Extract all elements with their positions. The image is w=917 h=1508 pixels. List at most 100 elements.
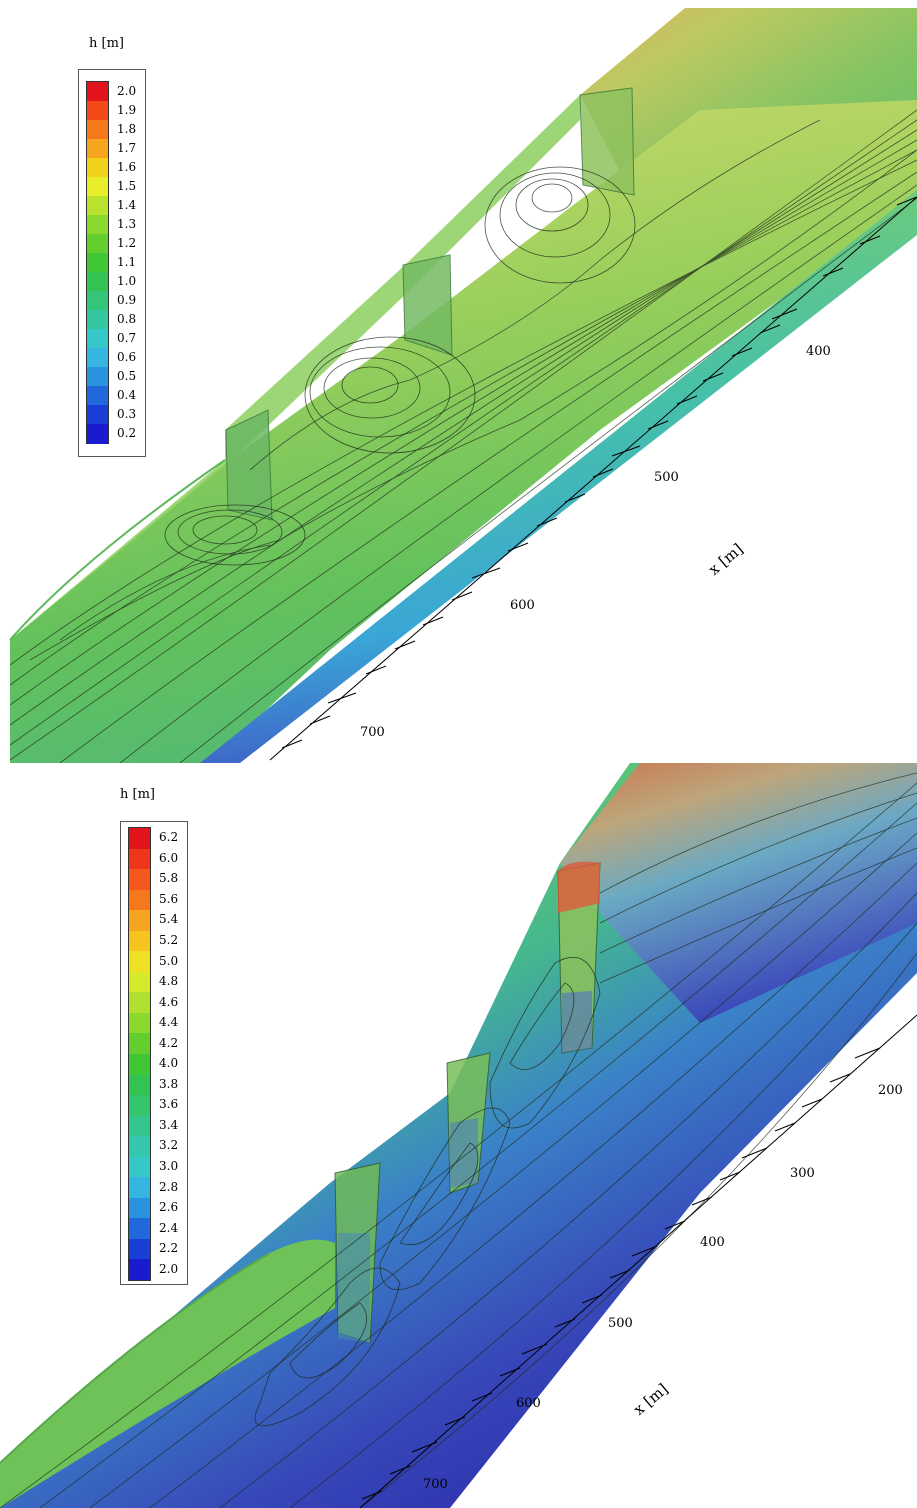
top-flow-panel: h [m] 2.0 1.9 1.8 1.7 1.6 1.5 1.4 1.3 1.2 1.1 1.0 0… [9,8,917,763]
legend-swatch [129,1177,150,1199]
legend-label: 0.2 [117,425,137,440]
legend-label: 0.4 [117,387,137,402]
x-axis [269,196,917,761]
legend-swatch [129,971,150,993]
legend-swatch [87,367,108,387]
legend-swatch [87,329,108,349]
legend-swatch [87,82,108,102]
legend-label: 4.6 [159,994,179,1009]
legend-label: 1.3 [117,216,137,231]
streamlines [9,109,917,763]
top-legend-title: h [m] [89,36,124,51]
legend-label: 0.7 [117,330,137,345]
top-tick-label-500: 500 [654,470,679,485]
legend-swatch [87,234,108,254]
legend-label: 3.2 [159,1138,179,1153]
legend-swatch [129,1095,150,1117]
legend-swatch [87,386,108,406]
legend-swatch [129,848,150,870]
legend-swatch [129,1012,150,1034]
groyne-2 [446,1052,491,1194]
legend-swatch [129,869,150,891]
legend-label: 3.8 [159,1076,179,1091]
legend-label: 2.0 [117,83,137,98]
legend-label: 1.6 [117,159,137,174]
legend-label: 2.8 [159,1179,179,1194]
legend-label: 5.4 [159,912,179,927]
legend-swatch [87,101,108,121]
legend-label: 2.6 [159,1200,179,1215]
groyne-3 [557,861,601,1054]
legend-swatch [87,196,108,216]
bottom-tick-label-300: 300 [790,1166,815,1181]
bottom-tick-label-700: 700 [423,1477,448,1492]
legend-label: 1.2 [117,235,137,250]
legend-label: 0.6 [117,349,137,364]
legend-swatch [129,1033,150,1055]
recirculation-eddies [164,166,636,566]
top-channel-rendering [9,8,917,763]
legend-swatch [129,930,150,952]
groyne-1 [334,1162,381,1344]
legend-label: 6.2 [159,830,179,845]
streamlines [0,772,917,1508]
legend-swatch [87,424,108,444]
bottom-channel-rendering [0,763,917,1508]
legend-swatch [129,1197,150,1219]
top-colorbar [86,81,109,444]
bottom-tick-label-400: 400 [700,1235,725,1250]
legend-label: 0.5 [117,368,137,383]
legend-swatch [87,215,108,235]
groyne-3 [579,87,635,196]
legend-swatch [129,1136,150,1158]
water-surface [10,100,917,763]
legend-label: 2.2 [159,1241,179,1256]
legend-swatch [129,889,150,911]
legend-label: 2.4 [159,1220,179,1235]
legend-swatch [87,177,108,197]
legend-label: 3.6 [159,1097,179,1112]
x-axis [359,1014,917,1508]
legend-swatch [129,1218,150,1240]
top-tick-label-700: 700 [360,725,385,740]
legend-label: 5.0 [159,953,179,968]
groyne-1 [225,409,273,521]
top-legend-box: 2.0 1.9 1.8 1.7 1.6 1.5 1.4 1.3 1.2 1.1 1.0 0.9 0.8 0… [78,69,146,457]
top-tick-label-600: 600 [510,598,535,613]
legend-swatch [87,405,108,425]
upper-bank-face [10,95,580,640]
legend-label: 5.2 [159,933,179,947]
legend-swatch [87,253,108,273]
legend-swatch [129,951,150,973]
legend-label: 1.8 [117,121,137,136]
legend-swatch [87,310,108,330]
legend-label: 1.4 [117,197,137,212]
bottom-legend-title: h [m] [120,787,155,802]
bottom-flow-panel: h [m] 6.2 6.0 5.8 5.6 5.4 5.2 5.0 4.8 4.6 4.4 4.2 4… [0,763,917,1508]
bottom-legend-box: 6.2 6.0 5.8 5.6 5.4 5.2 5.0 4.8 4.6 4.4 4.2 4.0 3.8 3… [120,821,188,1285]
legend-label: 4.0 [159,1056,179,1071]
legend-label: 4.2 [159,1035,179,1050]
legend-swatch [87,158,108,178]
legend-swatch [129,1156,150,1178]
bottom-tick-label-600: 600 [516,1396,541,1411]
top-tick-label-400: 400 [806,344,831,359]
legend-label: 4.8 [159,974,179,989]
legend-label: 1.1 [117,254,137,269]
legend-label: 4.4 [159,1015,179,1030]
legend-label: 5.8 [159,871,179,886]
legend-label: 5.6 [159,891,179,906]
legend-label: 1.9 [117,102,137,117]
legend-swatch [129,992,150,1014]
bottom-tick-label-200: 200 [878,1083,903,1098]
upstream-reach [560,763,917,1023]
legend-swatch [87,272,108,292]
left-bank [0,1239,335,1508]
legend-swatch [87,120,108,140]
recirculation-eddies [254,957,601,1427]
bottom-colorbar [128,827,151,1281]
legend-swatch [129,828,150,850]
legend-swatch [129,1115,150,1137]
legend-label: 1.0 [117,273,137,288]
legend-label: 0.8 [117,311,137,326]
